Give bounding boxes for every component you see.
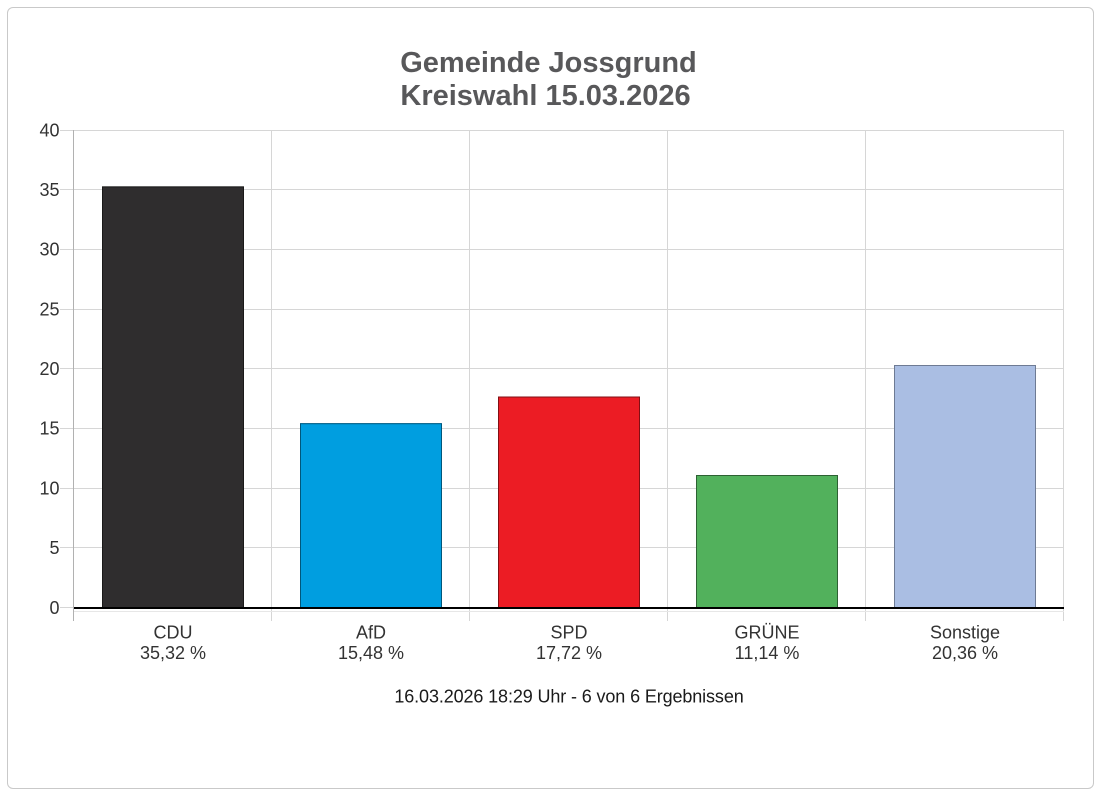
svg-text:10: 10 <box>39 478 59 498</box>
svg-text:GRÜNE: GRÜNE <box>734 623 799 643</box>
svg-text:16.03.2026 18:29 Uhr - 6 von 6: 16.03.2026 18:29 Uhr - 6 von 6 Ergebniss… <box>394 687 743 707</box>
svg-text:20: 20 <box>39 359 59 379</box>
svg-text:25: 25 <box>39 299 59 319</box>
svg-text:17,72 %: 17,72 % <box>536 643 602 663</box>
svg-text:SPD: SPD <box>550 623 587 643</box>
svg-text:5: 5 <box>49 538 59 558</box>
svg-text:15: 15 <box>39 419 59 439</box>
svg-text:35,32 %: 35,32 % <box>140 643 206 663</box>
svg-text:30: 30 <box>39 240 59 260</box>
svg-text:Gemeinde Jossgrund: Gemeinde Jossgrund <box>400 47 697 79</box>
svg-text:Sonstige: Sonstige <box>930 623 1000 643</box>
svg-text:35: 35 <box>39 180 59 200</box>
svg-text:AfD: AfD <box>356 623 386 643</box>
svg-text:CDU: CDU <box>154 623 193 643</box>
svg-text:40: 40 <box>39 120 59 140</box>
svg-text:0: 0 <box>49 598 59 618</box>
svg-text:Kreiswahl 15.03.2026: Kreiswahl 15.03.2026 <box>400 80 690 112</box>
svg-text:20,36 %: 20,36 % <box>932 643 998 663</box>
svg-text:15,48 %: 15,48 % <box>338 643 404 663</box>
svg-text:11,14 %: 11,14 % <box>735 643 800 663</box>
